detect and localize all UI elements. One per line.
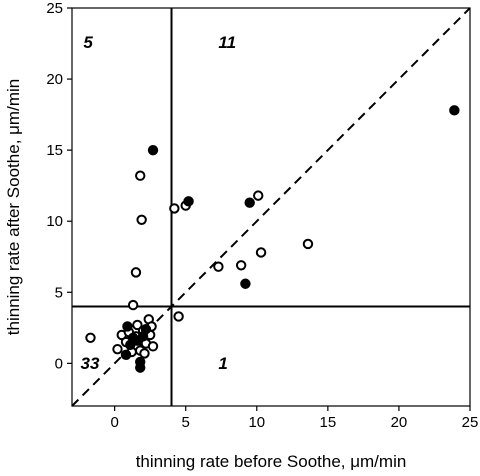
open-point — [139, 348, 150, 359]
y-tick-label: 0 — [55, 355, 63, 372]
y-axis-title: thinning rate after Soothe, μm/min — [4, 79, 23, 335]
x-tick-label: 0 — [110, 414, 118, 431]
data-points — [85, 105, 460, 373]
y-tick-label: 25 — [46, 0, 63, 17]
filled-point — [122, 321, 133, 332]
x-tick-label: 15 — [320, 414, 337, 431]
open-point — [173, 311, 184, 322]
open-point — [255, 247, 267, 258]
open-point — [253, 190, 264, 201]
filled-point — [183, 196, 194, 207]
filled-point — [135, 362, 146, 373]
open-point — [112, 343, 123, 355]
filled-point — [147, 144, 159, 156]
open-point — [213, 261, 224, 272]
y-tick-label: 20 — [46, 71, 63, 88]
quadrant-count-label: 1 — [218, 354, 227, 373]
quadrant-count-label: 11 — [218, 33, 236, 52]
open-point — [127, 299, 139, 311]
open-point — [130, 267, 142, 278]
open-point — [147, 341, 159, 352]
y-tick-label: 5 — [55, 284, 63, 301]
filled-point — [120, 349, 132, 361]
x-tick-label: 20 — [391, 414, 408, 431]
open-point — [235, 260, 247, 271]
open-point — [302, 238, 314, 250]
open-point — [136, 214, 147, 225]
filled-point — [140, 324, 152, 335]
quadrant-counts: 5 11 33 1 — [81, 33, 237, 373]
y-tick-label: 15 — [46, 142, 63, 159]
y-tick-label: 10 — [46, 213, 63, 230]
filled-point — [240, 278, 251, 289]
x-axis-title: thinning rate before Soothe, μm/min — [136, 452, 407, 471]
open-point — [135, 170, 146, 181]
filled-point — [244, 197, 255, 208]
open-point — [85, 332, 96, 343]
quadrant-count-label: 5 — [83, 33, 93, 52]
filled-point — [449, 105, 460, 116]
quadrant-count-label: 33 — [81, 354, 100, 373]
x-tick-label: 25 — [462, 414, 479, 431]
open-point — [169, 203, 180, 214]
x-tick-label: 10 — [248, 414, 265, 431]
x-tick-label: 5 — [182, 414, 190, 431]
